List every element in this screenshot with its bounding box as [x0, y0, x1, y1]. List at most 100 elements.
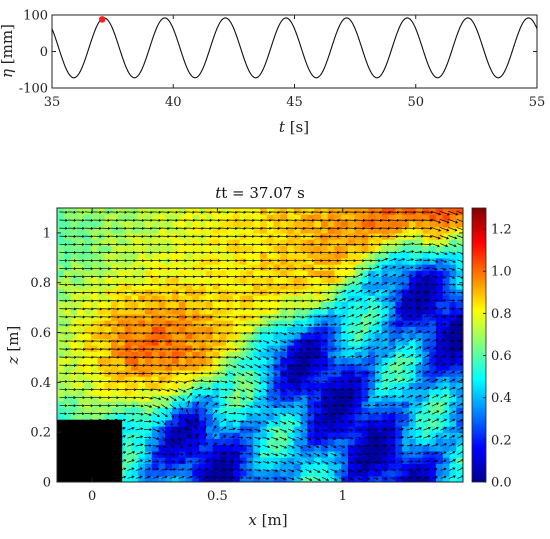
velocity-vector [372, 251, 382, 255]
velocity-field-cell [90, 376, 99, 383]
velocity-field-cell [212, 288, 220, 296]
velocity-vector [380, 378, 389, 383]
velocity-field-cell [442, 270, 451, 278]
velocity-field-cell [273, 208, 281, 215]
velocity-field-cell [63, 376, 72, 383]
velocity-field-cell [212, 276, 220, 284]
velocity-field-cell [117, 326, 126, 334]
velocity-field-cell [341, 425, 349, 433]
velocity-vector [143, 235, 153, 238]
velocity-field-cell [442, 326, 451, 334]
velocity-vector [431, 426, 439, 431]
velocity-vector [76, 347, 86, 351]
velocity-vector [356, 404, 362, 407]
velocity-vector [449, 347, 455, 350]
velocity-vector [372, 338, 380, 342]
velocity-vector [67, 412, 76, 416]
velocity-vector [381, 387, 389, 391]
velocity-vector [187, 400, 191, 407]
velocity-field-cell [415, 301, 423, 309]
velocity-vector [228, 299, 238, 303]
velocity-field-cell [138, 338, 146, 346]
velocity-field-cell [347, 351, 356, 359]
velocity-field-cell [442, 307, 451, 315]
velocity-field-cell [104, 214, 112, 222]
velocity-vector [329, 283, 340, 287]
velocity-field-cell [334, 264, 342, 271]
velocity-field-cell [293, 301, 302, 309]
velocity-vector [423, 306, 429, 310]
velocity-vector [364, 436, 370, 440]
velocity-field-cell [232, 425, 241, 433]
velocity-vector [304, 267, 315, 271]
velocity-field-cell [327, 301, 336, 309]
velocity-field-cell [260, 295, 268, 303]
velocity-field-cell [402, 463, 410, 471]
velocity-field-cell [320, 301, 329, 309]
velocity-field-cell [104, 413, 112, 421]
velocity-field-cell [280, 457, 288, 464]
velocity-field-cell [260, 220, 268, 228]
velocity-field-cell [408, 388, 417, 396]
velocity-field-cell [226, 239, 234, 246]
velocity-field-cell [226, 251, 234, 259]
velocity-field-cell [307, 220, 315, 228]
velocity-field-cell [97, 270, 105, 278]
velocity-field-cell [287, 338, 295, 346]
velocity-vector [170, 452, 176, 456]
velocity-vector [414, 250, 423, 254]
velocity-field-cell [361, 239, 369, 246]
velocity-vector [135, 396, 145, 400]
velocity-vector [279, 452, 288, 457]
velocity-field-cell [124, 282, 133, 290]
velocity-field-cell [144, 245, 153, 253]
velocity-field-cell [239, 239, 248, 246]
velocity-field-cell [449, 239, 457, 246]
velocity-vector [245, 267, 256, 271]
velocity-vector [372, 273, 380, 278]
velocity-vector [211, 210, 222, 214]
velocity-field-cell [246, 245, 254, 253]
velocity-field-cell [347, 463, 356, 471]
velocity-vector [144, 459, 152, 463]
velocity-field-cell [361, 295, 369, 303]
velocity-vector [245, 404, 254, 408]
velocity-field-cell [138, 326, 146, 334]
velocity-vector [219, 355, 230, 359]
velocity-field-cell [266, 469, 275, 477]
velocity-field-cell [368, 407, 376, 415]
velocity-vector [448, 459, 456, 463]
velocity-vector [169, 380, 179, 384]
velocity-field-cell [138, 363, 146, 371]
velocity-field-cell [429, 320, 437, 327]
velocity-field-cell [117, 282, 126, 290]
velocity-vector [211, 380, 220, 384]
velocity-vector [278, 251, 290, 255]
velocity-vector [279, 283, 289, 287]
velocity-vector [237, 476, 244, 480]
velocity-vector [211, 251, 221, 255]
velocity-field-cell [361, 419, 369, 427]
velocity-field-cell [300, 432, 308, 440]
velocity-field-cell [368, 264, 376, 271]
velocity-field-cell [375, 301, 383, 309]
velocity-vector [126, 243, 136, 246]
velocity-field-cell [429, 208, 437, 215]
velocity-field-cell [307, 438, 315, 446]
velocity-vector [67, 235, 77, 238]
velocity-vector [67, 363, 77, 367]
velocity-field-cell [287, 332, 295, 340]
velocity-vector [354, 218, 366, 222]
velocity-field-cell [408, 239, 417, 246]
velocity-vector [127, 451, 136, 455]
velocity-vector [262, 380, 270, 385]
velocity-vector [67, 218, 77, 222]
velocity-field-cell [320, 220, 329, 228]
velocity-vector [118, 299, 128, 303]
velocity-vector [110, 404, 119, 408]
velocity-field-cell [117, 214, 126, 222]
velocity-vector [194, 425, 198, 431]
velocity-vector [305, 380, 311, 384]
velocity-field-cell [354, 214, 363, 222]
velocity-vector [220, 363, 229, 367]
